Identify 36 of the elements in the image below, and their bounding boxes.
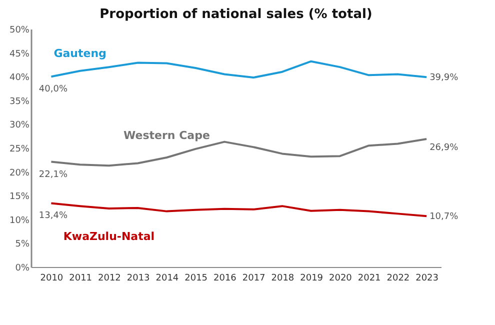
data-label: 10,7% — [430, 212, 459, 222]
y-tick-label: 35% — [9, 96, 30, 107]
x-tick-label: 2014 — [156, 274, 179, 284]
data-label: 39,9% — [430, 73, 459, 84]
y-tick-label: 25% — [9, 144, 30, 154]
x-tick-label: 2020 — [328, 274, 352, 284]
y-tick-label: 0% — [15, 264, 30, 274]
y-tick-label: 30% — [9, 120, 30, 131]
data-label: 22,1% — [38, 170, 68, 180]
y-tick-label: 45% — [9, 49, 30, 60]
y-tick-label: 20% — [9, 168, 30, 178]
x-tick-label: 2010 — [40, 274, 64, 284]
x-tick-label: 2016 — [214, 274, 237, 284]
x-tick-label: 2011 — [69, 274, 92, 284]
x-tick-label: 2012 — [98, 274, 121, 284]
y-tick-label: 5% — [15, 240, 30, 250]
x-tick-label: 2022 — [386, 274, 410, 284]
x-tick-label: 2015 — [184, 274, 208, 284]
y-tick-label: 50% — [9, 26, 30, 36]
x-tick-label: 2018 — [271, 274, 294, 284]
series-label: Western Cape — [124, 129, 210, 142]
x-tick-label: 2019 — [300, 274, 324, 284]
line-series — [50, 60, 428, 79]
y-tick-label: 10% — [9, 216, 30, 226]
y-tick-label: 15% — [9, 192, 30, 202]
series-label: KwaZulu-Natal — [63, 230, 155, 244]
data-label: 13,4% — [38, 211, 68, 222]
series-label: Gauteng — [54, 47, 106, 60]
x-tick-label: 2013 — [126, 274, 150, 284]
y-tick-label: 40% — [9, 73, 30, 84]
data-label: 26,9% — [430, 142, 459, 153]
data-label: 40,0% — [38, 84, 68, 95]
chart-title: Proportion of national sales (% total) — [100, 7, 372, 22]
x-tick-label: 2023 — [416, 274, 439, 284]
x-tick-label: 2017 — [242, 274, 266, 284]
x-tick-label: 2021 — [358, 274, 381, 284]
